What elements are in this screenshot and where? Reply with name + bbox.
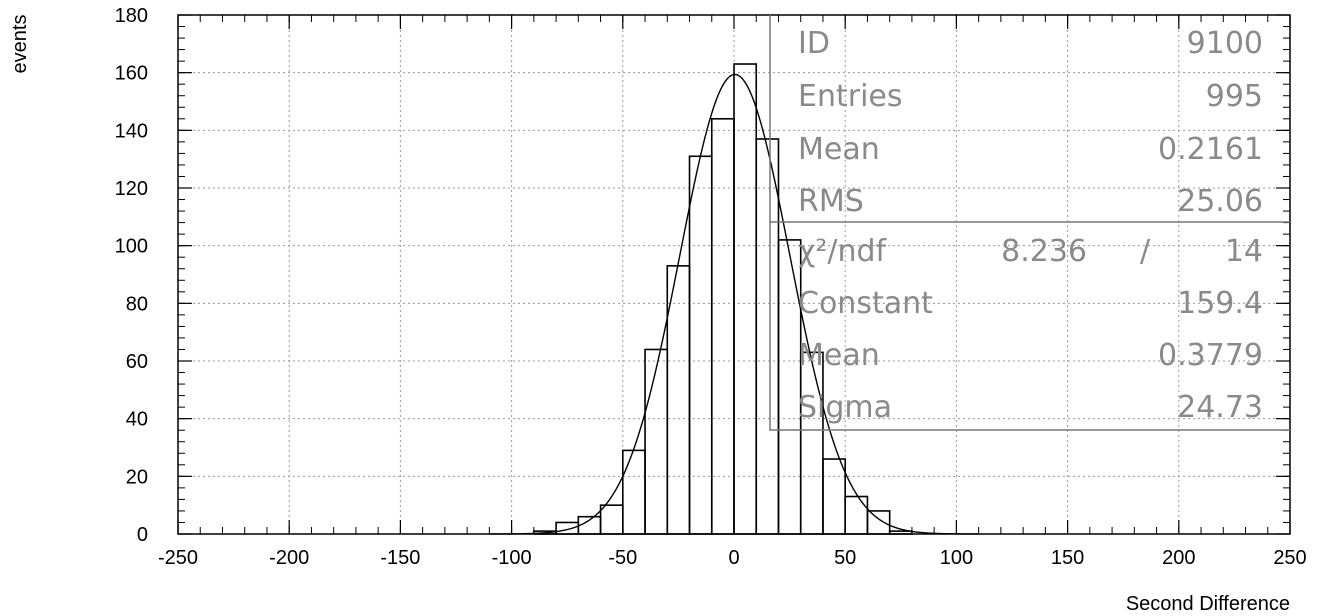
y-tick-label: 40	[126, 409, 148, 431]
stats-mean-value: 0.2161	[1158, 132, 1263, 167]
stats-chi2-value: 8.236	[1001, 234, 1087, 269]
y-tick-label: 160	[115, 63, 148, 85]
fit-curve-series	[489, 73, 979, 535]
stats-sigma-label: Sigma	[798, 390, 892, 425]
y-axis-title: events	[9, 15, 31, 74]
y-tick-label: 60	[126, 351, 148, 373]
stats-constant-value: 159.4	[1177, 286, 1263, 321]
y-tick-label: 20	[126, 466, 148, 488]
stats-ndf-value: 14	[1225, 234, 1263, 269]
stats-id-value: 9100	[1187, 26, 1263, 61]
y-tick-label: 140	[115, 120, 148, 142]
x-tick-label: 50	[834, 547, 856, 569]
x-tick-label: 100	[940, 547, 973, 569]
fit-curve-line	[489, 73, 979, 535]
y-tick-label: 100	[115, 236, 148, 258]
y-tick-labels: 0 20 40 60 80 100 120 140 160 180	[115, 5, 148, 546]
x-axis-title: Second Difference	[1126, 593, 1290, 615]
stats-chi2-label: χ²/ndf	[798, 234, 888, 269]
x-tick-label: -250	[158, 547, 198, 569]
stats-entries-label: Entries	[798, 79, 903, 114]
stats-id-label: ID	[798, 26, 830, 61]
stats-chi2-separator: /	[1140, 234, 1151, 269]
y-tick-label: 180	[115, 5, 148, 27]
x-tick-label: -100	[492, 547, 532, 569]
y-tick-label: 0	[137, 524, 148, 546]
x-tick-label: 150	[1051, 547, 1084, 569]
x-tick-label: 250	[1273, 547, 1306, 569]
stats-box-outline	[769, 15, 1290, 431]
plot-frame	[177, 14, 1291, 535]
stats-rms-label: RMS	[798, 184, 864, 219]
stats-box: ID 9100 Entries 995 Mean 0.2161 RMS 25.0…	[769, 15, 1290, 431]
x-tick-label: 0	[728, 547, 739, 569]
x-tick-label: 200	[1162, 547, 1195, 569]
x-tick-labels: -250 -200 -150 -100 -50 0 50 100 150 200 250	[158, 547, 1307, 569]
x-tick-label: -150	[380, 547, 420, 569]
stats-sigma-value: 24.73	[1177, 390, 1263, 425]
y-tick-label: 80	[126, 293, 148, 315]
stats-entries-value: 995	[1206, 79, 1263, 114]
x-tick-label: -50	[608, 547, 637, 569]
stats-rms-value: 25.06	[1177, 184, 1263, 219]
stats-mean-label: Mean	[798, 132, 880, 167]
x-tick-label: -200	[269, 547, 309, 569]
stats-fit-mean-label: Mean	[798, 338, 880, 373]
y-tick-label: 120	[115, 178, 148, 200]
stats-fit-mean-value: 0.3779	[1158, 338, 1263, 373]
stats-constant-label: Constant	[798, 286, 933, 321]
